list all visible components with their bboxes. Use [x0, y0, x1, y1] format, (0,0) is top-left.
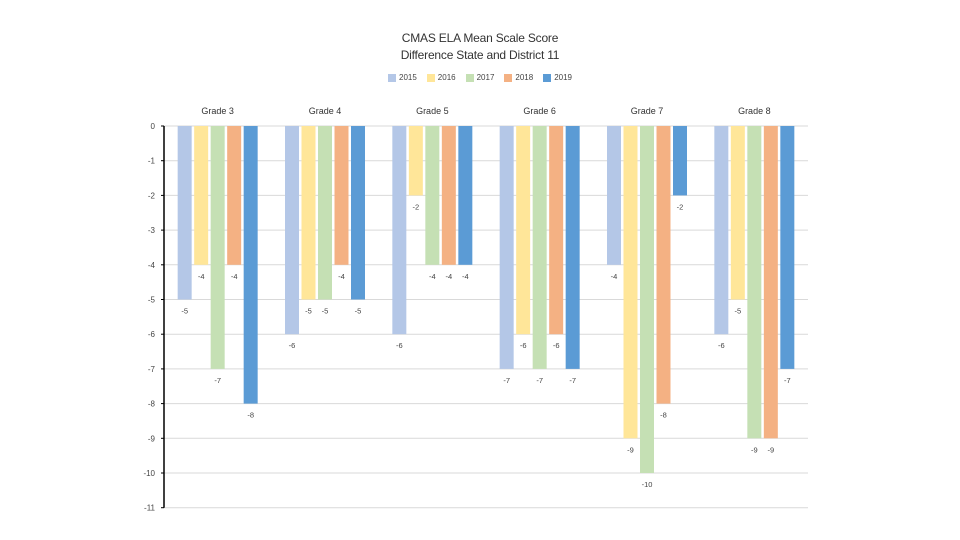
category-label: Grade 4	[309, 106, 342, 116]
data-label: -9	[751, 445, 758, 454]
y-tick-label: 0	[151, 122, 156, 131]
data-label: -7	[503, 376, 510, 385]
bar	[549, 126, 564, 335]
bar	[458, 126, 473, 265]
y-tick-label: -2	[148, 191, 156, 200]
legend-label: 2015	[399, 73, 417, 82]
legend-item-2015: 2015	[388, 73, 417, 82]
bar	[425, 126, 440, 265]
bar	[780, 126, 795, 369]
category-label: Grade 8	[738, 106, 771, 116]
bar	[640, 126, 654, 473]
bar	[318, 126, 332, 300]
bar	[243, 126, 258, 404]
data-label: -7	[214, 376, 221, 385]
bar	[763, 126, 778, 439]
category-label: Grade 3	[201, 106, 234, 116]
bar	[730, 126, 745, 300]
bar	[714, 126, 729, 335]
bar	[392, 126, 407, 335]
legend-swatch	[426, 73, 435, 82]
bar	[285, 126, 299, 335]
category-label: Grade 6	[523, 106, 556, 116]
y-tick-label: -1	[148, 157, 156, 166]
legend-item-2017: 2017	[465, 73, 495, 82]
data-label: -4	[611, 272, 618, 281]
bar	[408, 126, 423, 196]
legend: 2015 2016 2017 2018 2019	[0, 73, 960, 82]
legend-swatch	[504, 73, 513, 82]
bar	[441, 126, 456, 265]
data-label: -5	[355, 307, 362, 316]
y-tick-label: -6	[148, 330, 156, 339]
legend-label: 2018	[515, 73, 534, 82]
data-label: -9	[627, 445, 634, 454]
data-label: -7	[569, 376, 576, 385]
chart-title-line-1: CMAS ELA Mean Scale Score	[401, 31, 559, 45]
data-label: -6	[553, 341, 560, 350]
y-tick-label: -5	[148, 296, 156, 305]
y-tick-label: -10	[143, 469, 155, 478]
legend-item-2019: 2019	[543, 73, 572, 82]
y-tick-label: -3	[148, 226, 156, 235]
data-label: -5	[181, 307, 188, 316]
data-label: -10	[642, 480, 653, 489]
bar	[499, 126, 514, 369]
legend-label: 2017	[476, 73, 495, 82]
bar	[227, 126, 242, 265]
data-label: -6	[520, 341, 527, 350]
bar	[210, 126, 225, 369]
legend-swatch	[543, 73, 552, 82]
bar	[301, 126, 316, 300]
legend-swatch	[388, 73, 396, 82]
data-label: -4	[231, 272, 238, 281]
legend-swatch	[465, 73, 474, 82]
y-tick-label: -7	[148, 365, 156, 374]
bar	[565, 126, 580, 369]
y-tick-label: -4	[148, 261, 156, 270]
data-label: -5	[734, 307, 741, 316]
bar	[516, 126, 531, 335]
data-label: -4	[198, 272, 205, 281]
data-label: -2	[677, 202, 684, 211]
y-tick-label: -11	[144, 504, 156, 513]
data-label: -5	[305, 307, 312, 316]
category-label: Grade 5	[416, 106, 449, 116]
data-label: -6	[718, 341, 725, 350]
data-label: -6	[396, 341, 403, 350]
bar	[177, 126, 192, 300]
legend-item-2016: 2016	[426, 73, 456, 82]
data-label: -2	[412, 202, 419, 211]
bar	[532, 126, 547, 369]
category-label: Grade 7	[631, 106, 664, 116]
bar	[673, 126, 687, 196]
legend-label: 2019	[554, 73, 572, 82]
data-label: -8	[660, 411, 667, 420]
data-label: -6	[289, 341, 296, 350]
data-label: -4	[429, 272, 436, 281]
y-tick-label: -9	[148, 434, 156, 443]
y-tick-label: -8	[148, 400, 156, 409]
bar	[656, 126, 671, 404]
data-label: -5	[322, 307, 329, 316]
data-label: -4	[338, 272, 345, 281]
bar	[607, 126, 621, 265]
bar	[351, 126, 365, 300]
chart-title-line-2: Difference State and District 11	[400, 48, 560, 62]
legend-item-2018: 2018	[504, 73, 533, 82]
data-label: -9	[767, 445, 774, 454]
bar	[623, 126, 638, 439]
data-label: -8	[247, 411, 254, 420]
data-label: -7	[536, 376, 543, 385]
bar	[334, 126, 349, 265]
data-label: -4	[445, 272, 452, 281]
data-label: -4	[462, 272, 469, 281]
bar	[747, 126, 762, 439]
bar	[194, 126, 209, 265]
data-label: -7	[784, 376, 791, 385]
legend-label: 2016	[437, 73, 456, 82]
